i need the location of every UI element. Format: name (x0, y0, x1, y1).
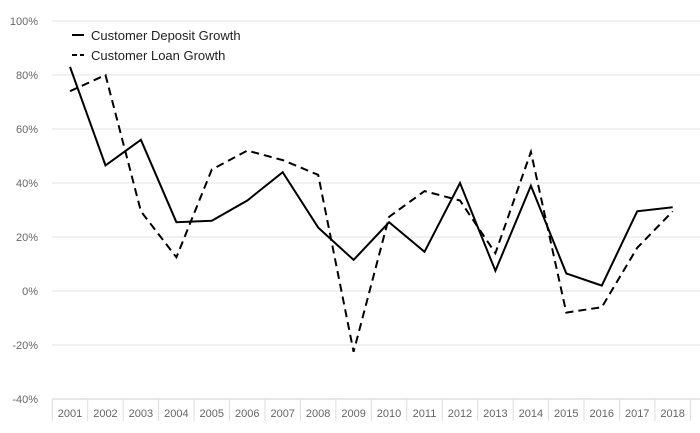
legend: Customer Deposit Growth Customer Loan Gr… (72, 28, 241, 63)
data-series (69, 66, 674, 353)
x-tick-label: 2002 (93, 408, 117, 420)
y-tick-label: 40% (16, 178, 38, 190)
y-tick-label: -20% (12, 340, 38, 352)
grid-lines (52, 20, 700, 400)
x-tick-label: 2007 (270, 408, 294, 420)
x-tick-label: 2016 (590, 408, 614, 420)
y-tick-label: 20% (16, 232, 38, 244)
x-tick-label: 2014 (519, 408, 543, 420)
y-axis-tick-labels: -40% -20% 0% 20% 40% 60% 80% 100% (10, 16, 38, 406)
x-tick-label: 2018 (660, 408, 684, 420)
x-tick-label: 2013 (483, 408, 507, 420)
legend-label-deposit: Customer Deposit Growth (91, 28, 241, 43)
x-tick-label: 2010 (377, 408, 401, 420)
y-tick-label: -40% (12, 394, 38, 406)
series-line-deposit-growth (69, 66, 673, 287)
series-line-loan-growth (69, 73, 674, 353)
y-tick-label: 100% (10, 16, 38, 28)
x-tick-label: 2012 (448, 408, 472, 420)
x-tick-label: 2003 (129, 408, 153, 420)
x-tick-label: 2011 (413, 408, 437, 420)
x-tick-label: 2005 (200, 408, 224, 420)
x-tick-label: 2008 (306, 408, 330, 420)
y-tick-label: 0% (22, 286, 38, 298)
legend-label-loan: Customer Loan Growth (91, 48, 225, 63)
x-tick-label: 2015 (554, 408, 578, 420)
y-tick-label: 60% (16, 124, 38, 136)
x-tick-label: 2009 (341, 408, 365, 420)
x-tick-label: 2004 (164, 408, 188, 420)
x-tick-label: 2017 (625, 408, 649, 420)
y-tick-label: 80% (16, 70, 38, 82)
x-tick-label: 2001 (58, 408, 82, 420)
x-axis: 2001 2002 2003 2004 2005 2006 2007 2008 2009 2010… (51, 399, 691, 421)
x-tick-label: 2006 (235, 408, 259, 420)
